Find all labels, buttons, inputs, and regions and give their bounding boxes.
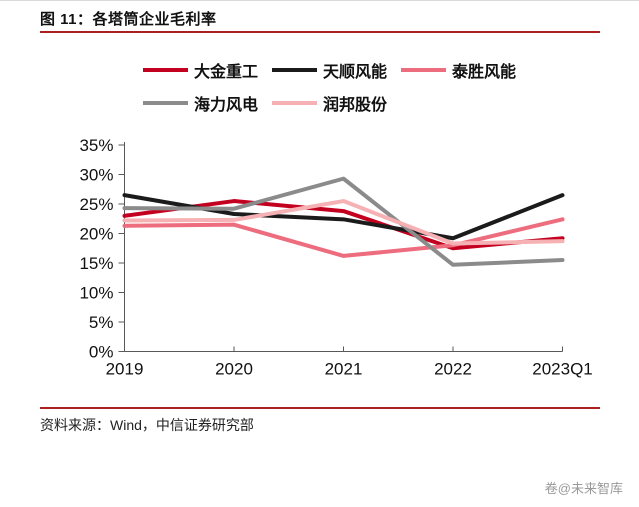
y-axis-label: 0% [89, 343, 114, 362]
x-axis-label: 2022 [434, 360, 472, 379]
legend-label: 大金重工 [194, 64, 259, 81]
legend-label: 天顺风能 [323, 64, 388, 81]
series-line-2 [122, 217, 565, 258]
figure-title: 图 11：各塔筒企业毛利率 [40, 11, 217, 28]
x-axis-label: 2020 [215, 360, 253, 379]
title-rule [40, 31, 600, 33]
legend-line-swatch [143, 101, 188, 105]
legend-item-2: 泰胜风能 [401, 58, 516, 82]
series-line-4 [122, 199, 565, 246]
footer-rule [40, 407, 600, 409]
x-axis-label: 2023Q1 [532, 360, 593, 379]
y-axis-label: 20% [79, 225, 113, 244]
legend-line-swatch [401, 68, 447, 72]
y-axis-label: 15% [79, 254, 113, 273]
legend-label: 润邦股份 [323, 97, 388, 114]
y-axis-label: 30% [79, 166, 113, 185]
legend-item-3: 海力风电 [143, 91, 258, 115]
legend-item-1: 天顺风能 [272, 58, 387, 82]
x-axis-label: 2021 [325, 360, 363, 379]
chart-legend: 大金重工 天顺风能 泰胜风能海力风电 润邦股份 [143, 58, 583, 115]
y-axis-label: 25% [79, 195, 113, 214]
legend-line-swatch [143, 68, 188, 72]
y-axis-label: 35% [79, 136, 113, 155]
y-axis-label: 10% [79, 284, 113, 303]
series-line-3 [122, 176, 565, 267]
watermark: 卷@未来智库 [544, 481, 623, 496]
legend-line-swatch [272, 68, 318, 72]
legend-item-4: 润邦股份 [272, 91, 387, 115]
y-axis-label: 5% [89, 313, 114, 332]
legend-line-swatch [272, 101, 318, 105]
legend-item-0: 大金重工 [143, 58, 258, 82]
x-axis-label: 2019 [106, 360, 144, 379]
legend-label: 泰胜风能 [452, 64, 517, 81]
legend-label: 海力风电 [194, 97, 259, 114]
axes [124, 142, 563, 352]
source-note: 资料来源：Wind，中信证券研究部 [40, 417, 254, 433]
